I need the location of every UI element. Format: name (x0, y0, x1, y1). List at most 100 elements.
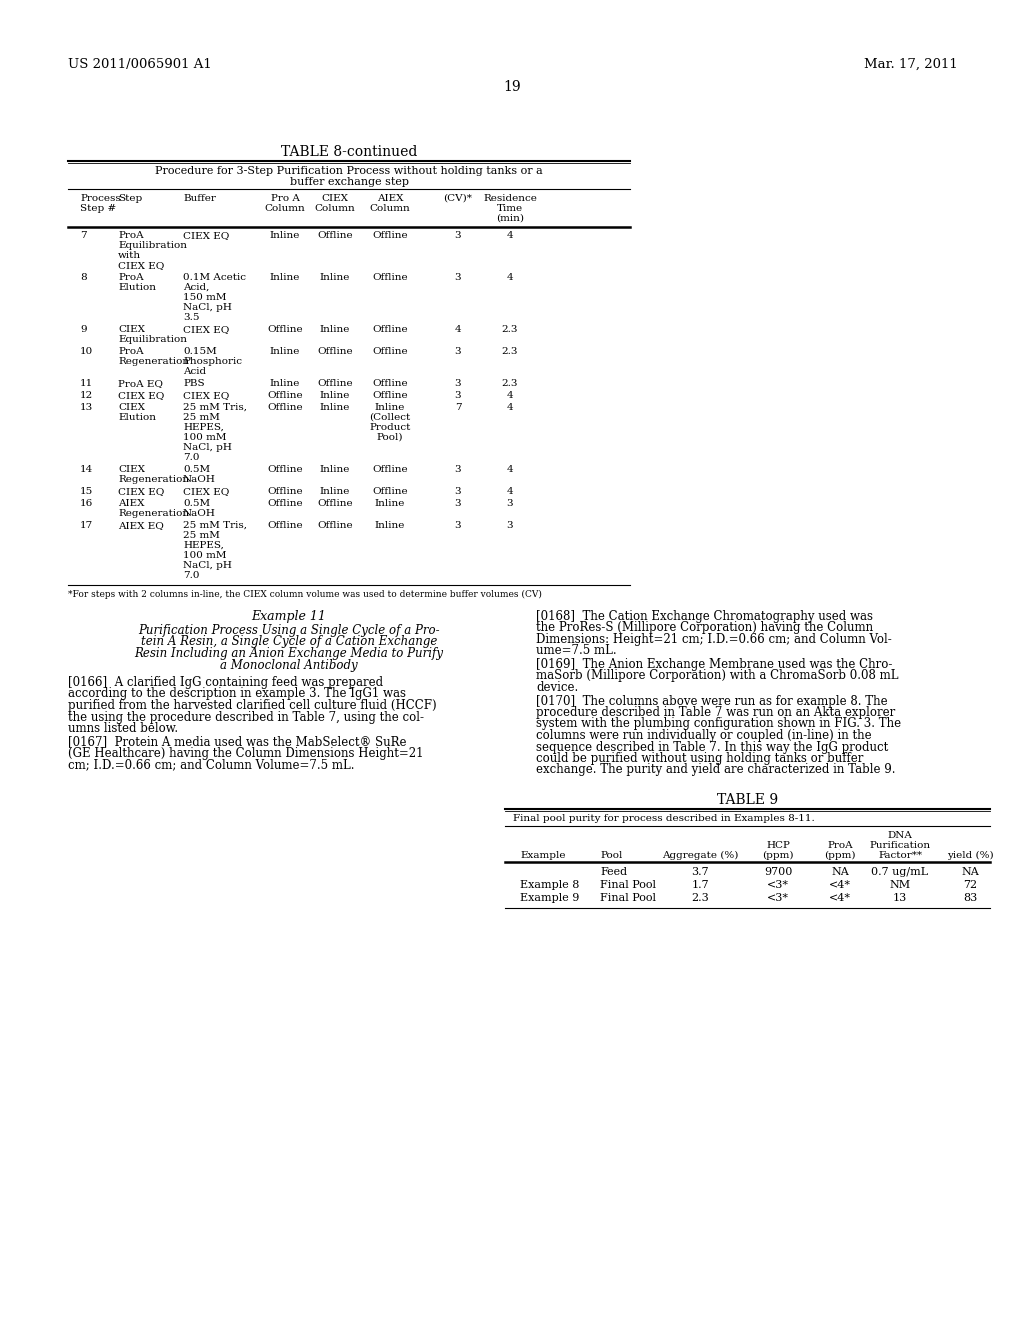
Text: 4: 4 (507, 487, 513, 496)
Text: Inline: Inline (269, 231, 300, 240)
Text: Offline: Offline (317, 521, 353, 531)
Text: ProA: ProA (118, 231, 143, 240)
Text: <3*: <3* (767, 894, 790, 903)
Text: procedure described in Table 7 was run on an Akta explorer: procedure described in Table 7 was run o… (536, 706, 895, 719)
Text: CIEX: CIEX (118, 465, 145, 474)
Text: Column: Column (370, 205, 411, 213)
Text: CIEX EQ: CIEX EQ (183, 391, 229, 400)
Text: Elution: Elution (118, 282, 156, 292)
Text: 3: 3 (455, 487, 462, 496)
Text: Offline: Offline (372, 347, 408, 356)
Text: Inline: Inline (375, 499, 406, 508)
Text: 11: 11 (80, 379, 93, 388)
Text: 19: 19 (503, 81, 521, 94)
Text: 4: 4 (455, 325, 462, 334)
Text: 10: 10 (80, 347, 93, 356)
Text: 9: 9 (80, 325, 87, 334)
Text: Column: Column (264, 205, 305, 213)
Text: <4*: <4* (829, 894, 851, 903)
Text: Inline: Inline (375, 403, 406, 412)
Text: 4: 4 (507, 231, 513, 240)
Text: 100 mM: 100 mM (183, 550, 226, 560)
Text: columns were run individually or coupled (in-line) in the: columns were run individually or coupled… (536, 729, 871, 742)
Text: Regeneration: Regeneration (118, 475, 189, 484)
Text: ProA: ProA (827, 841, 853, 850)
Text: 4: 4 (507, 403, 513, 412)
Text: (Collect: (Collect (370, 413, 411, 422)
Text: could be purified without using holding tanks or buffer: could be purified without using holding … (536, 752, 863, 766)
Text: Acid: Acid (183, 367, 206, 376)
Text: 7: 7 (455, 403, 462, 412)
Text: Inline: Inline (319, 403, 350, 412)
Text: 2.3: 2.3 (502, 325, 518, 334)
Text: (min): (min) (496, 214, 524, 223)
Text: 4: 4 (507, 391, 513, 400)
Text: TABLE 9: TABLE 9 (717, 793, 778, 807)
Text: 2.3: 2.3 (502, 379, 518, 388)
Text: 0.5M: 0.5M (183, 499, 210, 508)
Text: CIEX EQ: CIEX EQ (118, 261, 165, 271)
Text: (GE Healthcare) having the Column Dimensions Height=21: (GE Healthcare) having the Column Dimens… (68, 747, 424, 760)
Text: 3.7: 3.7 (691, 867, 709, 876)
Text: Offline: Offline (267, 465, 303, 474)
Text: the ProRes-S (Millipore Corporation) having the Column: the ProRes-S (Millipore Corporation) hav… (536, 622, 873, 635)
Text: Column: Column (314, 205, 355, 213)
Text: Acid,: Acid, (183, 282, 209, 292)
Text: NaOH: NaOH (183, 475, 216, 484)
Text: (ppm): (ppm) (824, 851, 856, 861)
Text: Inline: Inline (319, 325, 350, 334)
Text: CIEX EQ: CIEX EQ (183, 231, 229, 240)
Text: Step: Step (118, 194, 142, 203)
Text: (ppm): (ppm) (762, 851, 794, 861)
Text: [0169]  The Anion Exchange Membrane used was the Chro-: [0169] The Anion Exchange Membrane used … (536, 657, 892, 671)
Text: Example 11: Example 11 (252, 610, 327, 623)
Text: tein A Resin, a Single Cycle of a Cation Exchange: tein A Resin, a Single Cycle of a Cation… (141, 635, 437, 648)
Text: 25 mM Tris,: 25 mM Tris, (183, 521, 247, 531)
Text: 7.0: 7.0 (183, 572, 200, 579)
Text: Offline: Offline (267, 325, 303, 334)
Text: ProA: ProA (118, 347, 143, 356)
Text: Inline: Inline (319, 465, 350, 474)
Text: <4*: <4* (829, 880, 851, 890)
Text: 72: 72 (963, 880, 977, 890)
Text: yield (%): yield (%) (946, 851, 993, 861)
Text: buffer exchange step: buffer exchange step (290, 177, 409, 187)
Text: ProA EQ: ProA EQ (118, 379, 163, 388)
Text: PBS: PBS (183, 379, 205, 388)
Text: NA: NA (962, 867, 979, 876)
Text: 15: 15 (80, 487, 93, 496)
Text: CIEX: CIEX (118, 403, 145, 412)
Text: Inline: Inline (269, 379, 300, 388)
Text: NM: NM (890, 880, 910, 890)
Text: Purification Process Using a Single Cycle of a Pro-: Purification Process Using a Single Cycl… (138, 624, 440, 638)
Text: 3: 3 (455, 379, 462, 388)
Text: Offline: Offline (317, 231, 353, 240)
Text: 3: 3 (455, 465, 462, 474)
Text: 2.3: 2.3 (691, 894, 709, 903)
Text: DNA: DNA (888, 832, 912, 840)
Text: Residence: Residence (483, 194, 537, 203)
Text: Offline: Offline (372, 231, 408, 240)
Text: 12: 12 (80, 391, 93, 400)
Text: Purification: Purification (869, 841, 931, 850)
Text: Inline: Inline (375, 521, 406, 531)
Text: 9700: 9700 (764, 867, 793, 876)
Text: Offline: Offline (372, 379, 408, 388)
Text: Final Pool: Final Pool (600, 880, 656, 890)
Text: US 2011/0065901 A1: US 2011/0065901 A1 (68, 58, 212, 71)
Text: Time: Time (497, 205, 523, 213)
Text: Offline: Offline (267, 521, 303, 531)
Text: device.: device. (536, 681, 579, 694)
Text: *For steps with 2 columns in-line, the CIEX column volume was used to determine : *For steps with 2 columns in-line, the C… (68, 590, 542, 599)
Text: Offline: Offline (317, 499, 353, 508)
Text: a Monoclonal Antibody: a Monoclonal Antibody (220, 659, 357, 672)
Text: Buffer: Buffer (183, 194, 216, 203)
Text: Offline: Offline (267, 487, 303, 496)
Text: Example 8: Example 8 (520, 880, 580, 890)
Text: Offline: Offline (267, 391, 303, 400)
Text: 3: 3 (455, 521, 462, 531)
Text: AIEX: AIEX (118, 499, 144, 508)
Text: 0.1M Acetic: 0.1M Acetic (183, 273, 246, 282)
Text: Offline: Offline (372, 273, 408, 282)
Text: 7: 7 (80, 231, 87, 240)
